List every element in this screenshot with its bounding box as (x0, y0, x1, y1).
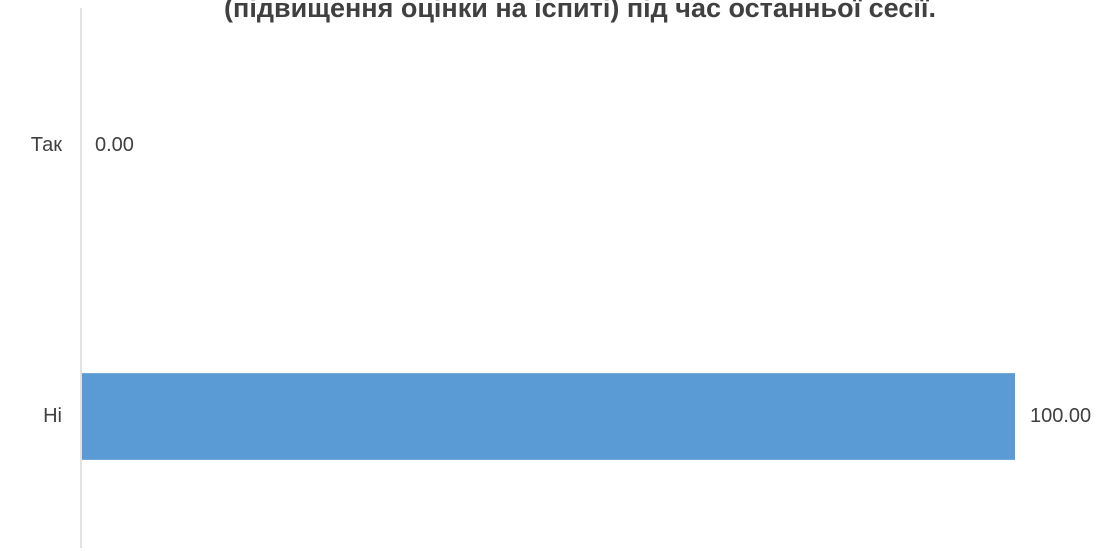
y-tick-label: Так (31, 134, 62, 156)
data-label: 100.00 (1030, 405, 1091, 427)
y-tick-label: Ні (43, 405, 62, 427)
data-label: 0.00 (95, 134, 134, 156)
chart-title: (підвищення оцінки на іспиті) під час ос… (224, 0, 936, 23)
bar (82, 373, 1015, 460)
